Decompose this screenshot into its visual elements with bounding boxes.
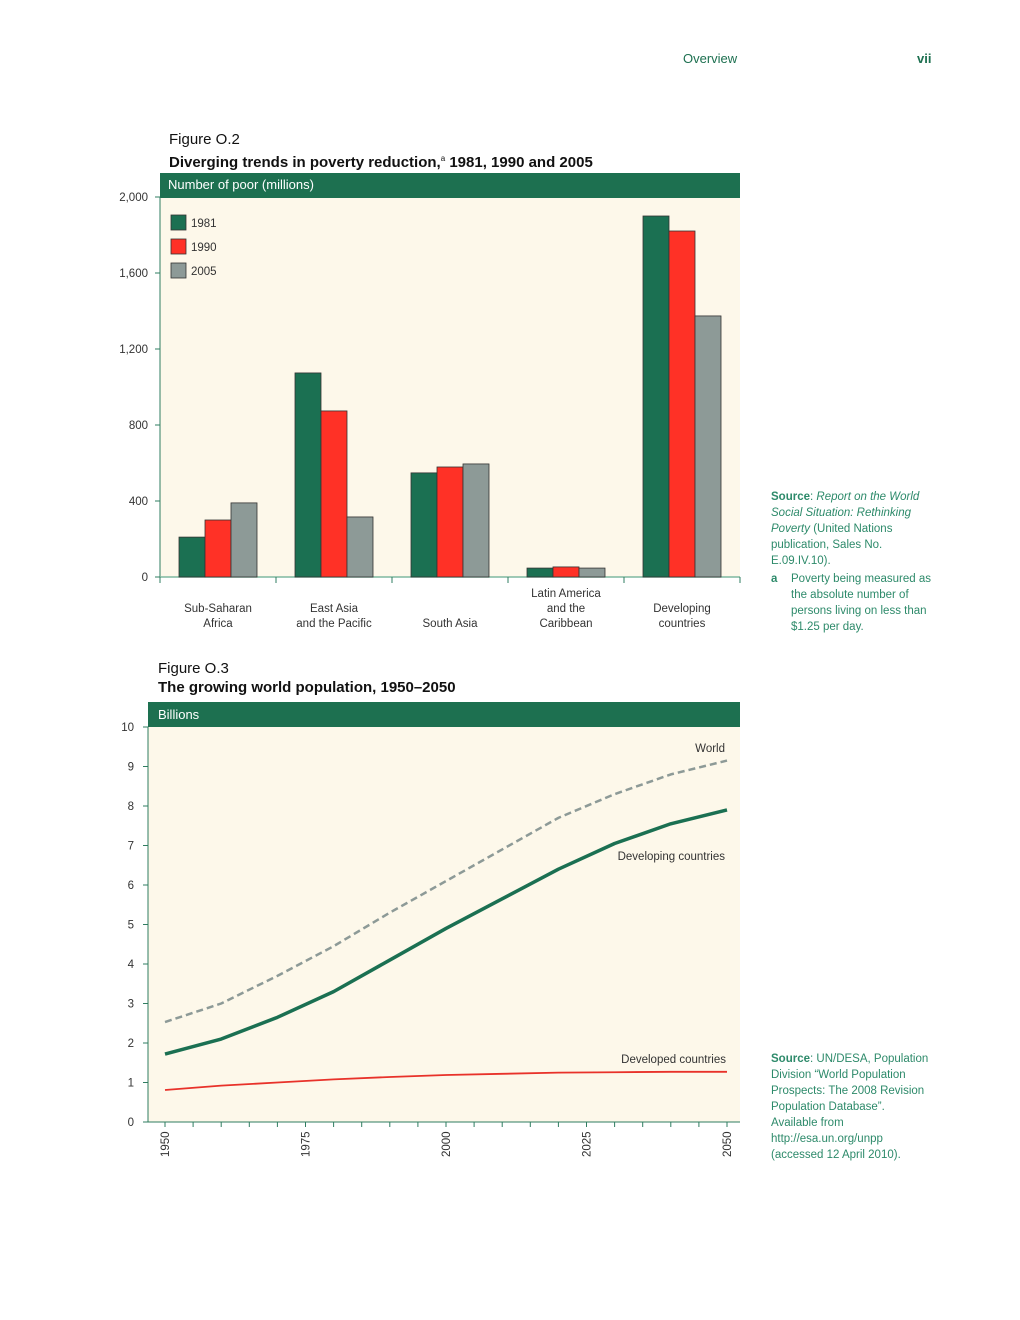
header-band <box>148 702 740 727</box>
figure-label: Figure O.2 <box>169 131 240 148</box>
footnote-marker: a <box>440 154 446 163</box>
y-tick-label: 0 <box>128 1117 134 1129</box>
running-header: Overview <box>683 51 738 66</box>
y-tick-label: 1,600 <box>119 268 148 280</box>
legend-swatch <box>170 262 187 279</box>
y-tick-label: 800 <box>129 420 148 432</box>
y-tick-label: 7 <box>128 841 134 853</box>
x-tick-label: and the <box>547 603 585 615</box>
y-tick-label: 2 <box>128 1038 134 1050</box>
x-tick-label: 2050 <box>722 1131 734 1157</box>
figure-2-title: Figure O.2 Diverging trends in poverty r… <box>169 130 593 172</box>
x-tick-label: Caribbean <box>539 618 592 630</box>
series-line-world <box>164 759 728 1024</box>
y-tick-label: 5 <box>128 920 134 932</box>
header-band <box>160 173 740 198</box>
legend-label: 2005 <box>191 266 217 278</box>
plot-area <box>148 727 740 1122</box>
legend-swatch <box>170 214 187 231</box>
bar-1981 <box>178 536 206 578</box>
y-tick-label: 2,000 <box>119 192 148 204</box>
x-tick-label: and the Pacific <box>296 618 372 630</box>
legend-swatch <box>170 238 187 255</box>
bar-1990 <box>668 230 696 578</box>
source-label: Source <box>771 491 810 503</box>
bar-2005 <box>462 463 490 578</box>
bar-1981 <box>294 372 322 578</box>
x-tick-label: 2025 <box>582 1131 594 1157</box>
y-tick-label: 1,200 <box>119 344 148 356</box>
x-tick-label: South Asia <box>423 618 479 630</box>
x-tick-label: Africa <box>203 618 233 630</box>
series-label: Developed countries <box>621 1054 726 1066</box>
bar-2005 <box>230 502 258 578</box>
legend-label: 1990 <box>191 242 217 254</box>
series-line-developing-countries <box>164 808 728 1056</box>
source-rest: : UN/DESA, Population Division “World Po… <box>771 1053 929 1161</box>
title-text: The growing world population, 1950–2050 <box>158 679 456 696</box>
bar-1990 <box>320 410 348 578</box>
bar-2005 <box>578 567 606 578</box>
title-rest: 1981, 1990 and 2005 <box>445 154 593 171</box>
note-marker: a <box>771 573 778 585</box>
x-tick-label: countries <box>659 618 706 630</box>
bar-chart: Number of poor (millions) 0 400 800 1,200 1,6… <box>119 173 741 630</box>
bar-1981 <box>410 472 438 578</box>
bar-1990 <box>436 466 464 578</box>
series-label: World <box>695 743 725 755</box>
y-tick-label: 1 <box>128 1078 134 1090</box>
y-tick-label: 6 <box>128 880 134 892</box>
bar-1981 <box>642 215 670 578</box>
y-tick-label: 9 <box>128 762 134 774</box>
figure-2-note: a Poverty being measured as the absolute … <box>771 571 931 635</box>
x-tick-label: 1950 <box>160 1131 172 1157</box>
figure-2-source: Source: Report on the World Social Situa… <box>771 491 920 567</box>
x-tick-label: 1975 <box>301 1131 313 1157</box>
x-tick-label: 2000 <box>441 1131 453 1157</box>
x-tick-label: Sub-Saharan <box>184 603 252 615</box>
bar-2005 <box>694 315 722 578</box>
source-label: Source <box>771 1053 810 1065</box>
x-tick-label: East Asia <box>310 603 359 615</box>
series-line-developed-countries <box>164 1070 727 1091</box>
x-tick-label: Developing <box>653 603 711 615</box>
series-label: Developing countries <box>618 851 726 863</box>
y-tick-label: 4 <box>128 959 135 971</box>
bar-2005 <box>346 516 374 578</box>
y-tick-label: 8 <box>128 801 134 813</box>
source-italic: Report on the World Social Situation: Re… <box>771 491 920 535</box>
y-tick-label: 3 <box>128 999 134 1011</box>
figure-label: Figure O.3 <box>158 660 229 677</box>
x-tick-label: Latin America <box>531 588 601 600</box>
y-tick-label: 10 <box>121 722 134 734</box>
legend-label: 1981 <box>191 218 217 230</box>
page-number: vii <box>917 51 932 66</box>
note-text: Poverty being measured as the absolute n… <box>791 573 931 633</box>
title-text: Diverging trends in poverty reduction, <box>169 154 441 171</box>
y-tick-label: 0 <box>142 572 148 584</box>
figure-3-title: Figure O.3 The growing world population,… <box>158 659 456 697</box>
y-axis-label: Billions <box>158 707 200 722</box>
y-tick-label: 400 <box>129 496 148 508</box>
source-rest: (United Nations publication, Sales No. E… <box>771 523 893 567</box>
y-axis-label: Number of poor (millions) <box>168 177 314 192</box>
figure-3-source: Source: UN/DESA, Population Division “Wo… <box>771 1051 931 1163</box>
